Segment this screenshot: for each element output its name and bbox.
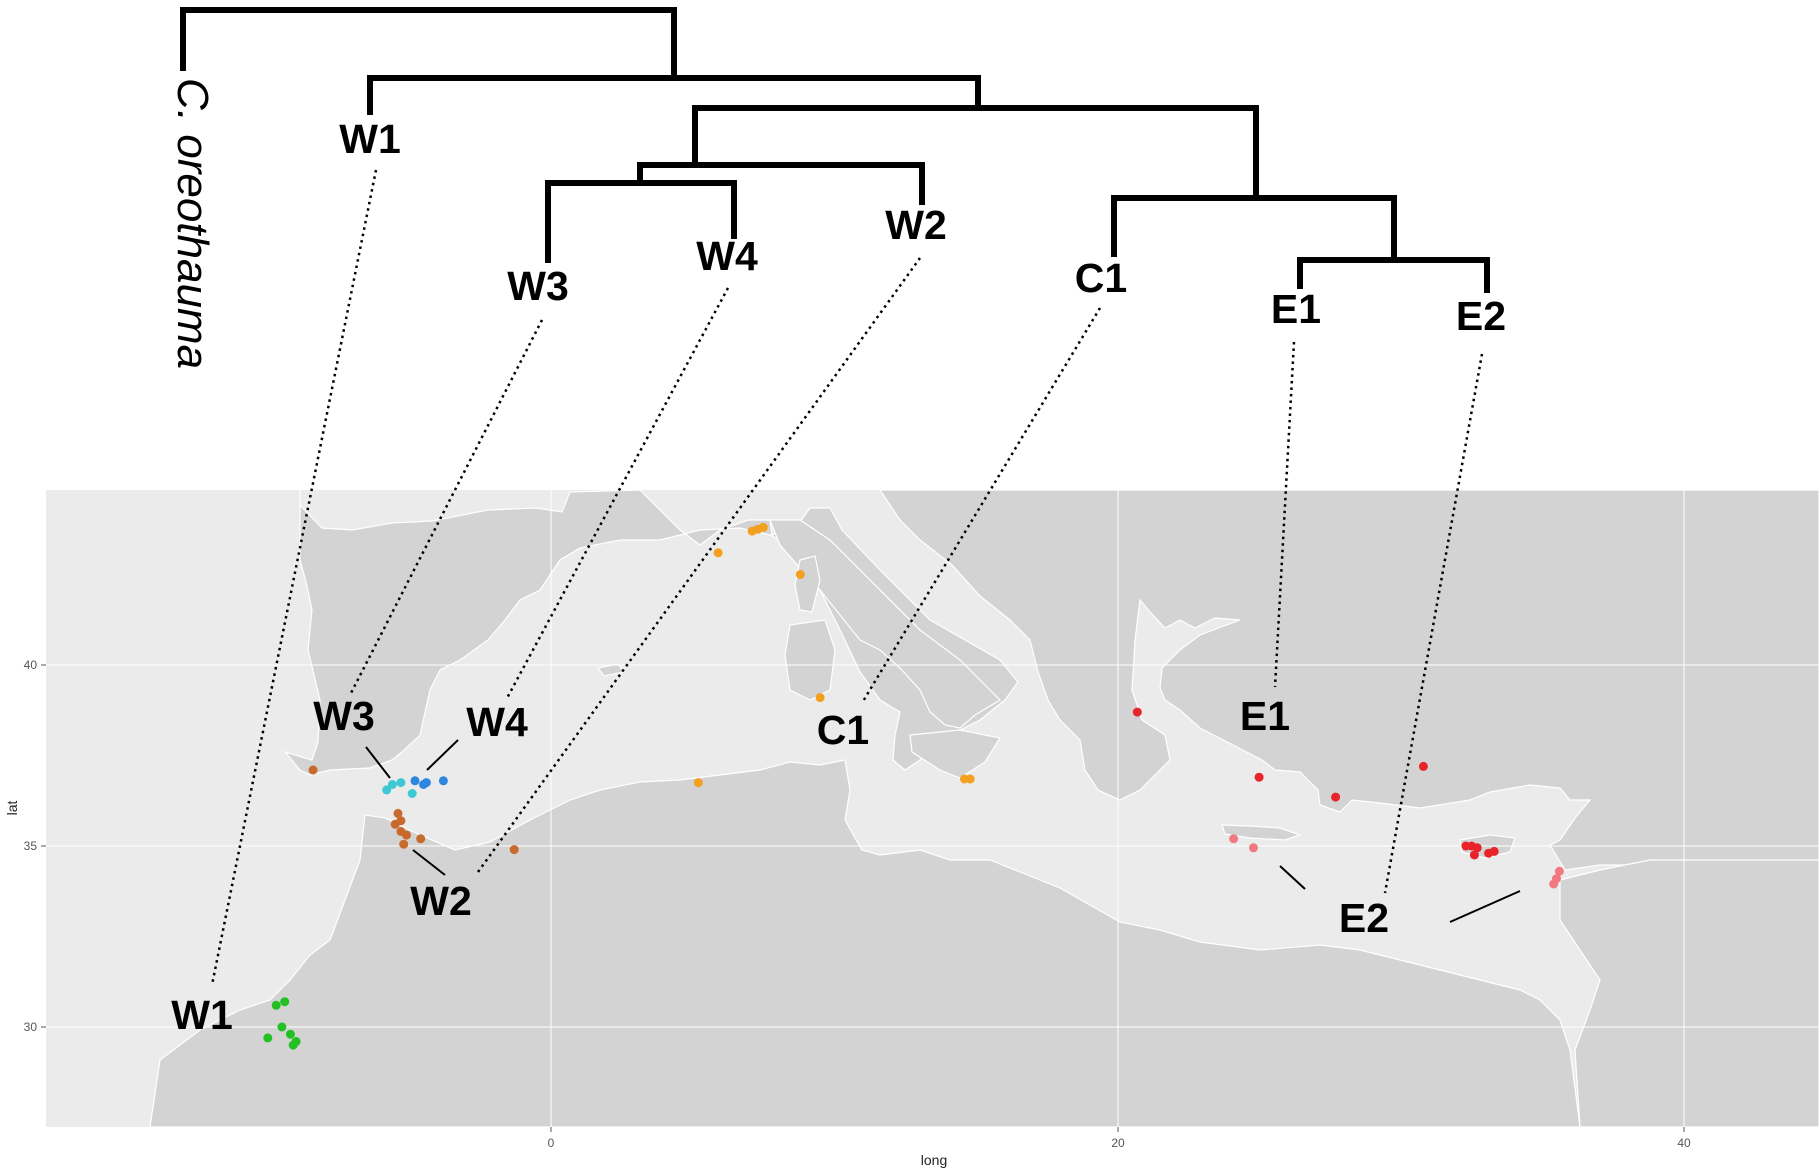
point-w2-1 bbox=[393, 808, 403, 818]
tree-label-w4: W4 bbox=[696, 233, 758, 279]
map-label-leaders bbox=[365, 739, 1521, 923]
branch-root bbox=[180, 7, 677, 81]
connector-w3 bbox=[348, 319, 544, 696]
x-axis-title: long bbox=[921, 1152, 947, 1168]
point-w3-1 bbox=[396, 778, 406, 788]
connector-c1 bbox=[860, 307, 1102, 704]
point-e2-1 bbox=[1249, 843, 1258, 853]
tree-tip-labels: C. oreothauma W1 W3 W4 W2 C1 E1 E2 bbox=[168, 78, 1506, 369]
point-w3-3 bbox=[382, 785, 392, 795]
connector-w4 bbox=[504, 287, 730, 701]
leader-w3 bbox=[365, 746, 391, 779]
tree-label-w2: W2 bbox=[885, 202, 947, 248]
point-e1-9 bbox=[1489, 846, 1499, 856]
branch-w1-split bbox=[367, 75, 981, 115]
land-sicily bbox=[909, 729, 1001, 779]
map-landmasses bbox=[149, 489, 1819, 1128]
point-e1-3 bbox=[1418, 761, 1428, 771]
x-tick-label-40: 40 bbox=[1677, 1136, 1691, 1150]
y-axis: 30 35 40 lat bbox=[4, 658, 46, 1034]
land-italy bbox=[769, 519, 1001, 729]
point-w1-5 bbox=[288, 1040, 298, 1050]
land-balkans-anatolia bbox=[878, 489, 1819, 871]
point-e2-4 bbox=[1549, 879, 1559, 889]
point-e1-0 bbox=[1132, 707, 1142, 717]
land-corsica bbox=[794, 555, 821, 613]
point-c1-6 bbox=[693, 778, 703, 788]
point-w4-0 bbox=[410, 776, 420, 786]
tree-to-map-connectors bbox=[210, 169, 1484, 986]
map-label-e1: E1 bbox=[1240, 693, 1290, 739]
point-w4-3 bbox=[438, 776, 448, 786]
point-w1-1 bbox=[280, 997, 290, 1007]
map-label-c1: C1 bbox=[817, 707, 869, 753]
phylogenetic-tree bbox=[180, 7, 1490, 293]
point-c1-3 bbox=[758, 522, 768, 532]
tree-label-w3: W3 bbox=[507, 263, 569, 309]
point-w2-8 bbox=[396, 816, 406, 826]
point-c1-0 bbox=[713, 548, 723, 558]
y-axis-title: lat bbox=[4, 801, 20, 816]
point-w3-0 bbox=[387, 780, 397, 789]
map-clade-labels: W1 W3 W4 W2 C1 E1 E2 bbox=[171, 693, 1389, 1038]
y-tick-label-30: 30 bbox=[24, 1020, 38, 1034]
y-tick-label-40: 40 bbox=[24, 658, 38, 672]
point-e1-7 bbox=[1469, 850, 1479, 860]
y-tick-label-35: 35 bbox=[24, 839, 38, 853]
map-label-w2: W2 bbox=[410, 878, 472, 924]
point-w2-6 bbox=[416, 834, 426, 844]
point-c1-8 bbox=[965, 774, 975, 784]
land-crete bbox=[1221, 824, 1302, 841]
map-label-w4: W4 bbox=[466, 699, 528, 745]
map-label-e2: E2 bbox=[1339, 895, 1389, 941]
leader-w4 bbox=[426, 739, 459, 771]
point-w1-0 bbox=[271, 1000, 281, 1010]
x-tick-label-0: 0 bbox=[548, 1136, 555, 1150]
point-e1-2 bbox=[1331, 792, 1341, 802]
tree-label-w1: W1 bbox=[339, 116, 401, 162]
leader-w2 bbox=[412, 849, 446, 876]
x-tick-label-20: 20 bbox=[1111, 1136, 1125, 1150]
point-w2-0 bbox=[308, 765, 318, 775]
point-w2-7 bbox=[509, 845, 519, 855]
map-gridlines bbox=[46, 490, 1819, 1127]
point-w1-3 bbox=[285, 1029, 295, 1039]
point-c1-4 bbox=[795, 570, 805, 579]
branch-west-vs-east bbox=[692, 105, 1259, 201]
map-label-w1: W1 bbox=[171, 992, 233, 1038]
map-panel: 0 20 40 long 30 35 40 lat W1 W3 W4 W bbox=[4, 489, 1819, 1168]
land-sinai-arabia bbox=[1559, 859, 1819, 1128]
outgroup-label: C. oreothauma bbox=[168, 78, 217, 369]
branch-e1-e2 bbox=[1297, 257, 1490, 293]
branch-c1-e bbox=[1111, 195, 1397, 263]
point-w3-2 bbox=[407, 789, 417, 798]
occurrence-points bbox=[263, 522, 1564, 1050]
point-c1-5 bbox=[815, 693, 825, 703]
connector-w2 bbox=[476, 257, 922, 873]
point-w2-4 bbox=[402, 830, 411, 840]
land-north-africa bbox=[149, 759, 1581, 1128]
tree-label-e1: E1 bbox=[1271, 286, 1321, 332]
land-sardinia bbox=[784, 619, 836, 701]
point-e1-1 bbox=[1254, 772, 1264, 782]
point-w2-5 bbox=[399, 839, 409, 849]
leader-e2-crete bbox=[1279, 865, 1306, 890]
leader-e2-levant bbox=[1449, 890, 1521, 923]
branch-w-group bbox=[637, 162, 925, 205]
point-e1-6 bbox=[1472, 843, 1482, 853]
x-axis: 0 20 40 long bbox=[548, 1127, 1691, 1168]
point-w4-2 bbox=[421, 778, 431, 788]
point-w1-6 bbox=[263, 1033, 273, 1043]
point-w1-2 bbox=[277, 1022, 287, 1032]
map-label-w3: W3 bbox=[313, 693, 375, 739]
tree-label-c1: C1 bbox=[1075, 255, 1127, 301]
branch-w3-w4 bbox=[545, 180, 737, 263]
connector-w1 bbox=[210, 169, 378, 986]
point-e2-2 bbox=[1554, 866, 1564, 876]
connector-e1 bbox=[1273, 341, 1296, 688]
tree-label-e2: E2 bbox=[1456, 293, 1506, 339]
point-e2-0 bbox=[1229, 834, 1239, 844]
connector-e2 bbox=[1383, 353, 1484, 894]
